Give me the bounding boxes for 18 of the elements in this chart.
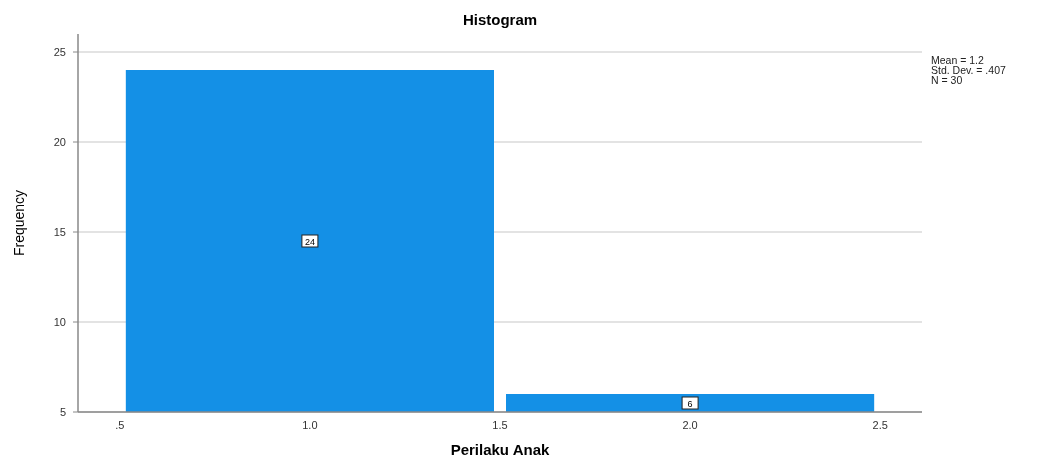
- y-tick-label: 25: [53, 46, 66, 58]
- x-axis-title: Perilaku Anak: [450, 441, 550, 457]
- x-tick-label: 1.0: [302, 419, 318, 431]
- data-label: 24: [304, 236, 315, 247]
- x-tick-label: 2.0: [682, 419, 698, 431]
- y-tick-label: 10: [53, 316, 66, 328]
- text: N = 30: [931, 74, 963, 86]
- x-tick-label: 2.5: [872, 419, 888, 431]
- y-tick-label: 20: [53, 136, 66, 148]
- text: Std. Dev. = .407: [931, 64, 1006, 76]
- x-tick-label: 1.5: [492, 419, 508, 431]
- y-tick-label: 5: [59, 406, 66, 418]
- text: Mean = 1.2: [931, 54, 984, 66]
- y-tick-label: 15: [53, 226, 66, 238]
- data-label: 6: [687, 398, 693, 409]
- x-tick-label: .5: [115, 419, 125, 431]
- y-axis-title: Frequency: [11, 189, 27, 257]
- chart-title: Histogram: [462, 11, 538, 28]
